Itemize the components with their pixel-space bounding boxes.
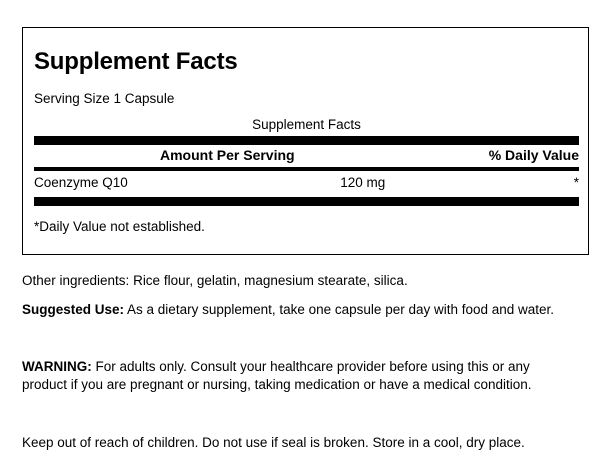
daily-value-footnote: *Daily Value not established. xyxy=(34,219,205,235)
warning-label: WARNING: xyxy=(22,359,92,374)
storage-block: Keep out of reach of children. Do not us… xyxy=(22,434,578,452)
divider-thin xyxy=(34,167,579,172)
warning-text: For adults only. Consult your healthcare… xyxy=(22,359,532,392)
suggested-use-text: As a dietary supplement, take one capsul… xyxy=(124,302,555,317)
nutrient-name: Coenzyme Q10 xyxy=(34,175,128,191)
rule-thin-under-header xyxy=(34,167,579,172)
storage-text: Keep out of reach of children. Do not us… xyxy=(22,435,525,450)
column-header-percent-daily-value: % Daily Value xyxy=(488,147,579,163)
warning-block: WARNING: For adults only. Consult your h… xyxy=(22,358,578,394)
other-ingredients-label: Other ingredients: xyxy=(22,273,130,288)
other-ingredients-block: Other ingredients: Rice flour, gelatin, … xyxy=(22,272,578,290)
nutrient-daily-value: * xyxy=(573,175,579,191)
other-ingredients-text: Rice flour, gelatin, magnesium stearate,… xyxy=(129,273,408,288)
table-header-row: Amount Per Serving % Daily Value xyxy=(34,145,579,167)
table-row: Coenzyme Q10 120 mg * xyxy=(34,171,579,197)
supplement-facts-inner: Supplement Facts Serving Size 1 Capsule … xyxy=(34,28,579,234)
column-header-amount-per-serving: Amount Per Serving xyxy=(160,147,295,163)
table-caption: Supplement Facts xyxy=(252,116,361,132)
suggested-use-block: Suggested Use: As a dietary supplement, … xyxy=(22,301,578,319)
nutrition-table: Supplement Facts Amount Per Serving % Da… xyxy=(34,116,579,207)
supplement-facts-panel: Supplement Facts Serving Size 1 Capsule … xyxy=(22,27,589,255)
rule-thick-bottom xyxy=(34,197,579,207)
divider-thick xyxy=(34,136,579,145)
serving-size-text: Serving Size 1 Capsule xyxy=(34,91,175,106)
nutrient-amount: 120 mg xyxy=(340,175,386,191)
suggested-use-label: Suggested Use: xyxy=(22,302,125,317)
table-caption-row: Supplement Facts xyxy=(34,116,579,137)
divider-thick-bottom xyxy=(34,197,579,207)
page-title: Supplement Facts xyxy=(34,48,238,75)
rule-thick-top xyxy=(34,136,579,145)
